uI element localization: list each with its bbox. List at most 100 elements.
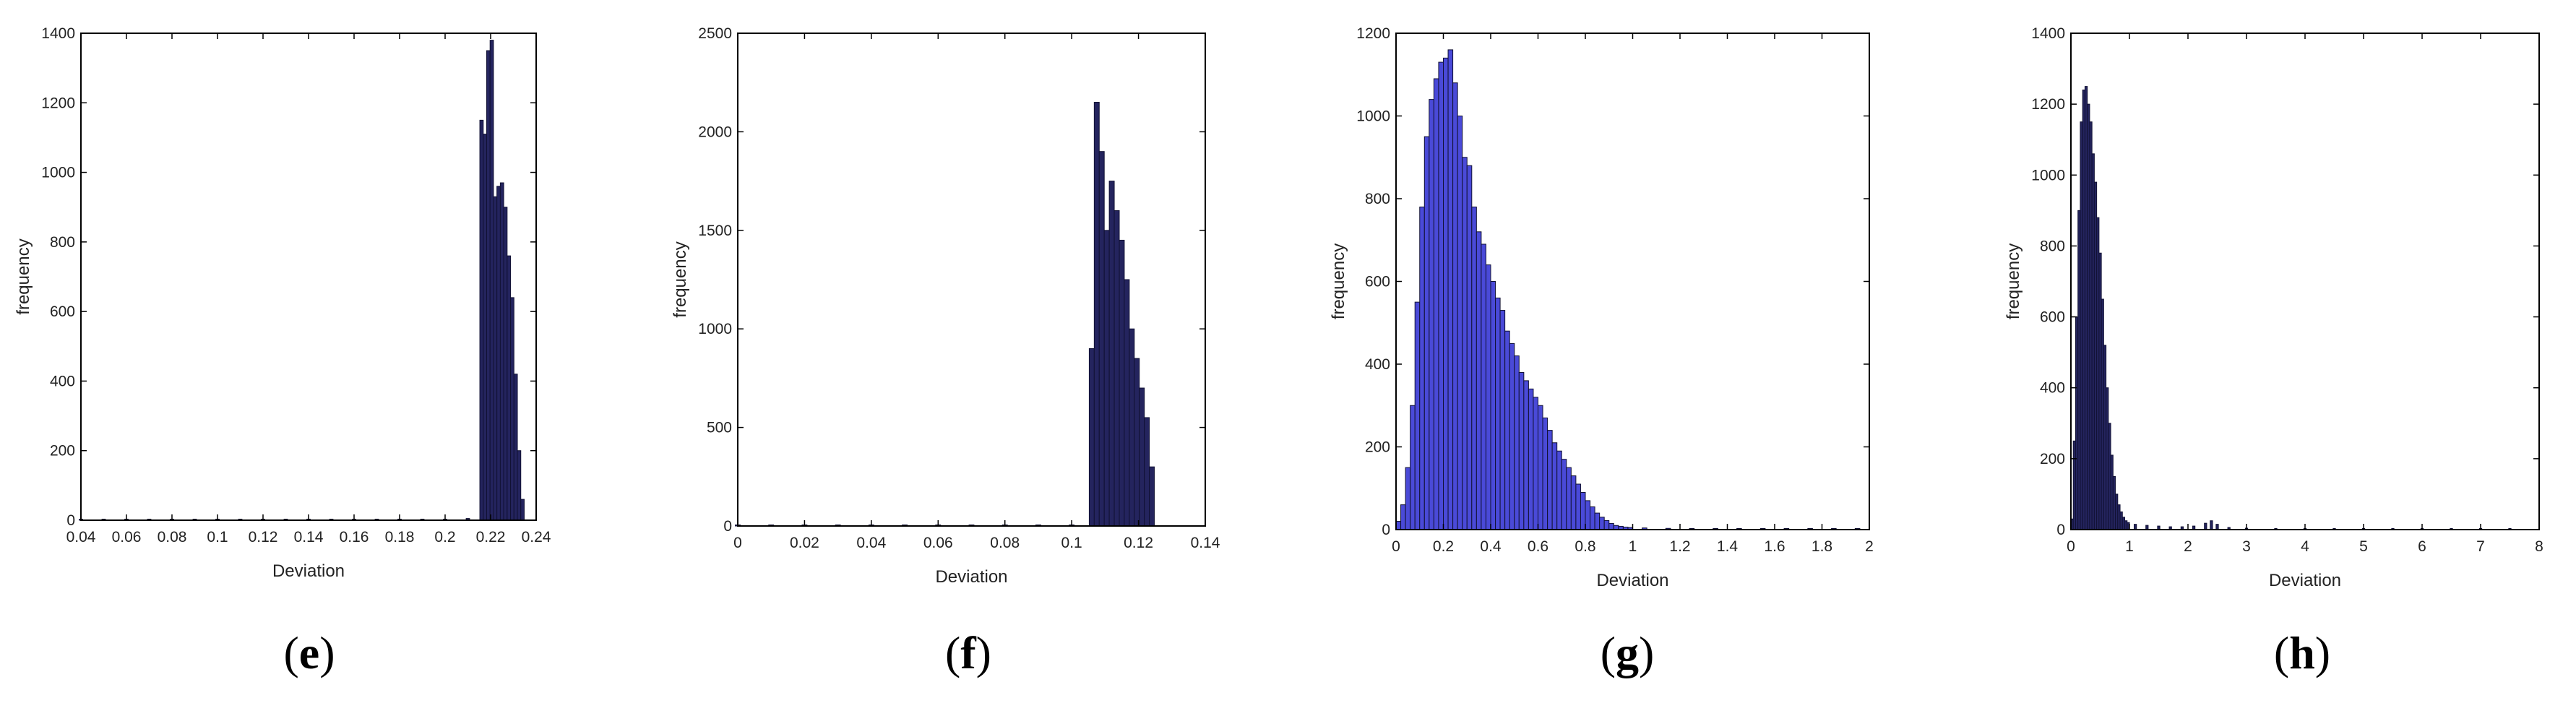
x-tick-label: 0.4 — [1480, 538, 1502, 555]
y-tick-label: 0 — [1382, 522, 1390, 538]
histogram-bar — [1514, 355, 1520, 530]
panel-caption: (e) — [283, 627, 335, 678]
histogram-bar — [513, 374, 518, 521]
histogram-bar — [1452, 82, 1458, 530]
histogram-bar — [2204, 522, 2207, 530]
histogram-bar — [1556, 450, 1562, 530]
histogram-bar — [1149, 466, 1155, 527]
y-tick-label: 1500 — [698, 223, 732, 239]
histogram-bar — [1538, 405, 1543, 530]
x-tick-label: 0.14 — [1191, 535, 1220, 551]
histogram-bar — [1414, 301, 1421, 530]
x-tick-label: 0.24 — [522, 529, 551, 545]
histogram-bar — [1547, 430, 1553, 530]
x-tick-label: 5 — [2359, 538, 2368, 555]
histogram-bar — [1518, 371, 1525, 530]
y-tick-label: 2000 — [698, 124, 732, 140]
y-tick-label: 1200 — [41, 95, 75, 111]
x-axis-label: Deviation — [1596, 571, 1668, 590]
chart-panel-e: 0.04 0.06 0.08 0.1 0.12 0.14 0.16 0.18 0.2 0.22 0.… — [14, 25, 551, 678]
panel-caption: (h) — [2274, 627, 2330, 678]
x-tick-label: 0.12 — [249, 529, 278, 545]
histogram-bar — [2210, 520, 2213, 530]
panel-caption-close-paren: ) — [1639, 627, 1654, 678]
y-tick-label: 1000 — [698, 321, 732, 337]
x-tick-label: 0.12 — [1124, 535, 1153, 551]
panel-caption-letter: g — [1616, 627, 1639, 678]
x-tick-label: 0.04 — [66, 529, 96, 545]
x-tick-label: 0.06 — [112, 529, 142, 545]
histogram-bar — [1423, 136, 1430, 530]
panel-caption-open-paren: ( — [1601, 627, 1616, 678]
y-tick-label: 200 — [1365, 439, 1390, 456]
y-tick-label: 2500 — [698, 25, 732, 42]
x-tick-label: 7 — [2476, 538, 2485, 555]
x-axis-label: Deviation — [2269, 571, 2341, 590]
histogram-bar — [510, 297, 514, 521]
x-tick-label: 0.22 — [476, 529, 506, 545]
histogram-bar — [496, 186, 501, 521]
histogram-bar — [2133, 524, 2137, 530]
panel-caption-open-paren: ( — [283, 627, 298, 678]
x-tick-label: 6 — [2418, 538, 2426, 555]
histogram-bar — [1528, 388, 1534, 530]
histogram-bar — [1103, 230, 1110, 527]
histogram-bar — [1575, 483, 1581, 530]
histogram-bar — [1542, 417, 1548, 530]
x-tick-label: 0.08 — [990, 535, 1020, 551]
histogram-bar — [1495, 297, 1501, 530]
histogram-bar — [1093, 101, 1100, 527]
histogram-bar — [1590, 506, 1595, 530]
histogram-bar — [507, 255, 512, 521]
x-tick-label: 0.02 — [790, 535, 819, 551]
x-tick-label: 0 — [733, 535, 742, 551]
axes-box — [737, 33, 1206, 527]
panel-caption-close-paren: ) — [2315, 627, 2330, 678]
x-tick-label: 0.1 — [1061, 535, 1082, 551]
histogram-bar — [1410, 405, 1416, 530]
histogram-bar — [1433, 78, 1439, 530]
histogram-bar — [1098, 151, 1105, 527]
axes-box — [80, 33, 537, 521]
histogram-bar — [503, 207, 508, 521]
histogram-bar — [486, 50, 491, 521]
histogram-bar — [479, 119, 484, 521]
x-tick-label: 2 — [1865, 538, 1874, 555]
histogram-bar — [1447, 49, 1454, 530]
histogram-bar — [1570, 475, 1577, 530]
x-tick-label: 0.2 — [1433, 538, 1454, 555]
histogram-bar — [1594, 512, 1601, 530]
histogram-bar — [517, 450, 522, 521]
panel-caption-open-paren: ( — [2274, 627, 2289, 678]
x-tick-label: 0 — [2067, 538, 2075, 555]
histogram-bar — [1599, 517, 1605, 530]
x-tick-label: 1 — [1629, 538, 1637, 555]
histogram-bar — [1124, 279, 1130, 527]
histogram-bar — [1144, 417, 1150, 527]
histogram-bar — [1088, 348, 1095, 527]
panel-caption: (f) — [945, 627, 991, 678]
histogram-bar — [1608, 522, 1614, 530]
x-tick-label: 2 — [2184, 538, 2192, 555]
x-tick-label: 0.1 — [207, 529, 228, 545]
histogram-bar — [1466, 165, 1473, 530]
x-axis-label: Deviation — [272, 561, 345, 581]
y-tick-label: 1000 — [1356, 108, 1390, 125]
panel-caption-letter: h — [2289, 627, 2315, 678]
histogram-bar — [1603, 519, 1610, 530]
x-tick-label: 0.18 — [385, 529, 415, 545]
y-tick-label: 400 — [2040, 380, 2065, 397]
y-tick-label: 1400 — [41, 25, 75, 42]
histogram-bar — [520, 499, 525, 521]
y-tick-label: 400 — [1365, 356, 1390, 373]
x-tick-label: 1.2 — [1669, 538, 1690, 555]
histogram-bar — [1499, 310, 1506, 530]
histogram-bar — [1490, 281, 1496, 530]
axes-box — [2070, 33, 2540, 530]
panel-caption-letter: f — [960, 627, 976, 678]
chart-panel-h: 0 1 2 3 4 5 6 7 8 0 200 400 600 800 1000 1200 1400 Deviat… — [2004, 25, 2543, 678]
y-tick-label: 800 — [1365, 191, 1390, 207]
y-tick-label: 600 — [50, 303, 75, 320]
x-tick-label: 0.6 — [1528, 538, 1548, 555]
histogram-bar — [483, 134, 487, 521]
